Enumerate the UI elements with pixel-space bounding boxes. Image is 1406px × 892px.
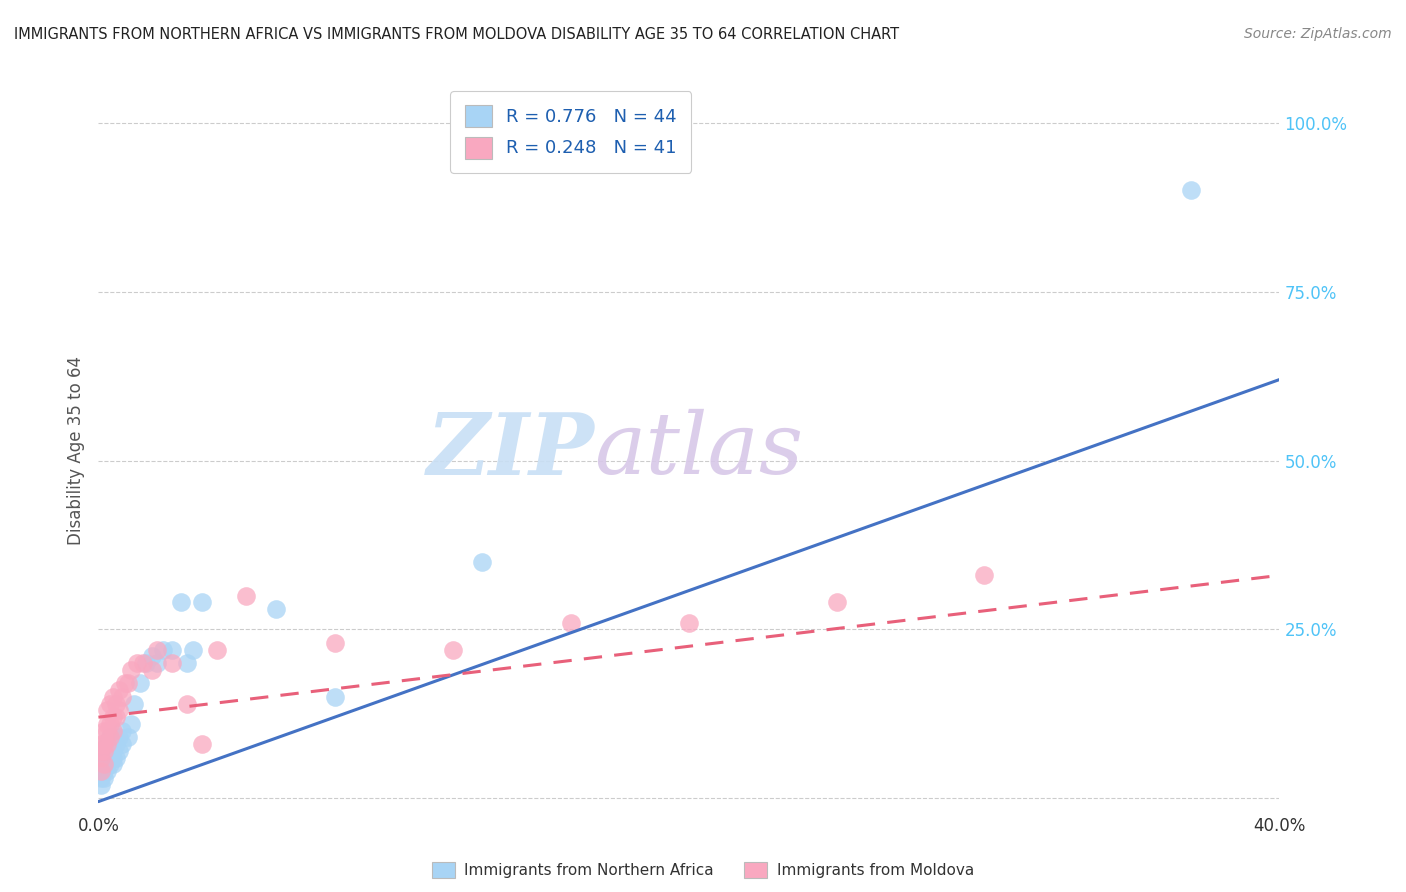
Point <box>96 757 118 772</box>
Point <box>125 656 148 670</box>
Point <box>132 656 155 670</box>
Point <box>96 723 118 738</box>
Point <box>191 595 214 609</box>
Point <box>162 642 183 657</box>
Point <box>162 656 183 670</box>
Point <box>98 717 121 731</box>
Point <box>90 744 112 758</box>
Point <box>105 697 128 711</box>
Legend: R = 0.776   N = 44, R = 0.248   N = 41: R = 0.776 N = 44, R = 0.248 N = 41 <box>450 91 692 173</box>
Point <box>141 649 163 664</box>
Text: atlas: atlas <box>595 409 804 491</box>
Text: Source: ZipAtlas.com: Source: ZipAtlas.com <box>1244 27 1392 41</box>
Point <box>146 642 169 657</box>
Point <box>114 676 136 690</box>
Point <box>103 690 125 704</box>
Point <box>98 697 121 711</box>
Point <box>108 731 131 745</box>
Point <box>441 642 464 657</box>
Point <box>90 771 112 785</box>
Point <box>103 750 125 764</box>
Point <box>96 737 118 751</box>
Point <box>176 656 198 670</box>
Point <box>93 723 115 738</box>
Point <box>141 663 163 677</box>
Point <box>90 764 112 779</box>
Point <box>678 615 700 630</box>
Point <box>191 737 214 751</box>
Point <box>93 771 115 785</box>
Point <box>93 757 115 772</box>
Point <box>93 744 115 758</box>
Point <box>105 737 128 751</box>
Point <box>90 737 112 751</box>
Point <box>98 731 121 745</box>
Point <box>93 764 115 779</box>
Text: ZIP: ZIP <box>426 409 595 492</box>
Point <box>103 723 125 738</box>
Point <box>96 737 118 751</box>
Point <box>117 731 139 745</box>
Point <box>135 656 157 670</box>
Point <box>105 710 128 724</box>
Point <box>108 703 131 717</box>
Point <box>93 757 115 772</box>
Point <box>264 602 287 616</box>
Point <box>93 737 115 751</box>
Point <box>471 555 494 569</box>
Point <box>96 703 118 717</box>
Point <box>235 589 257 603</box>
Point <box>120 717 142 731</box>
Point <box>170 595 193 609</box>
Legend: Immigrants from Northern Africa, Immigrants from Moldova: Immigrants from Northern Africa, Immigra… <box>426 856 980 884</box>
Point <box>111 690 134 704</box>
Text: IMMIGRANTS FROM NORTHERN AFRICA VS IMMIGRANTS FROM MOLDOVA DISABILITY AGE 35 TO : IMMIGRANTS FROM NORTHERN AFRICA VS IMMIG… <box>14 27 900 42</box>
Point <box>128 676 150 690</box>
Point <box>146 656 169 670</box>
Point <box>96 750 118 764</box>
Point <box>96 744 118 758</box>
Point <box>98 737 121 751</box>
Point <box>120 663 142 677</box>
Point <box>103 744 125 758</box>
Point <box>90 778 112 792</box>
Point <box>825 595 848 609</box>
Point <box>108 683 131 698</box>
Point <box>98 744 121 758</box>
Point <box>90 757 112 772</box>
Point <box>98 731 121 745</box>
Point <box>90 750 112 764</box>
Point <box>323 636 346 650</box>
Point <box>93 744 115 758</box>
Point <box>176 697 198 711</box>
Y-axis label: Disability Age 35 to 64: Disability Age 35 to 64 <box>67 356 86 545</box>
Point <box>152 642 174 657</box>
Point <box>1180 184 1202 198</box>
Point <box>323 690 346 704</box>
Point <box>117 676 139 690</box>
Point <box>90 764 112 779</box>
Point <box>103 710 125 724</box>
Point <box>111 723 134 738</box>
Point <box>111 737 134 751</box>
Point <box>96 764 118 779</box>
Point <box>96 717 118 731</box>
Point <box>98 757 121 772</box>
Point <box>103 757 125 772</box>
Point <box>108 744 131 758</box>
Point <box>93 750 115 764</box>
Point <box>205 642 228 657</box>
Point <box>181 642 204 657</box>
Point <box>973 568 995 582</box>
Point <box>105 750 128 764</box>
Point <box>560 615 582 630</box>
Point <box>122 697 145 711</box>
